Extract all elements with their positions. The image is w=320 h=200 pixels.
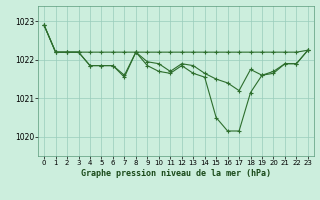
X-axis label: Graphe pression niveau de la mer (hPa): Graphe pression niveau de la mer (hPa)	[81, 169, 271, 178]
